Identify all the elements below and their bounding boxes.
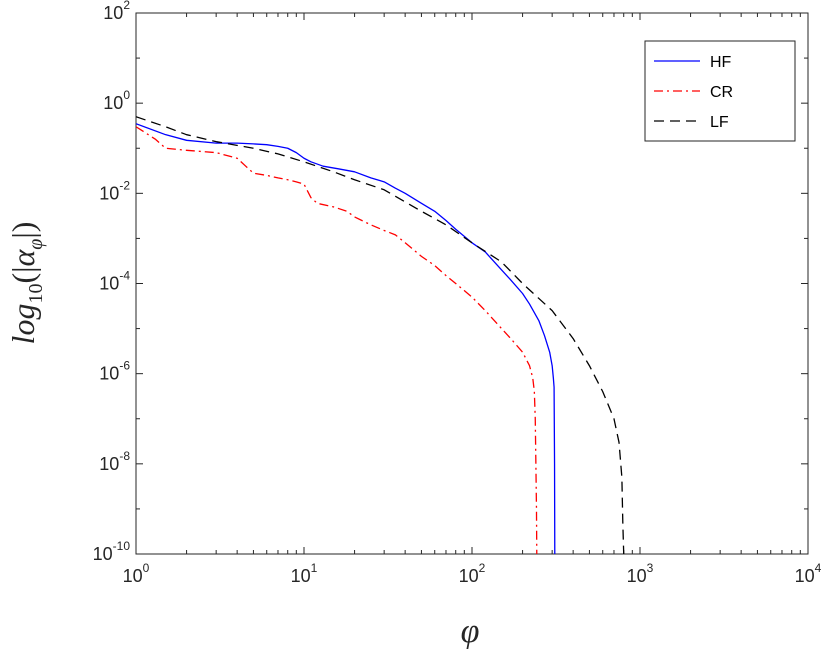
y-tick-label-base: 10 xyxy=(103,93,123,113)
x-tick-label: 102 xyxy=(459,561,486,586)
series-line-cr xyxy=(136,126,538,554)
y-tick-label-base: 10 xyxy=(93,544,113,564)
y-tick-label-base: 10 xyxy=(103,3,123,23)
x-tick-label: 100 xyxy=(123,561,150,586)
x-tick-label-base: 10 xyxy=(123,566,143,586)
y-tick-label-exp: 2 xyxy=(123,0,130,12)
y-tick-label: 10-2 xyxy=(99,178,130,203)
y-tick-label: 10-4 xyxy=(99,269,130,294)
x-tick-label-exp: 3 xyxy=(647,561,654,575)
axis-ticks xyxy=(135,12,809,555)
y-tick-label: 10-8 xyxy=(99,449,130,474)
x-tick-label: 104 xyxy=(795,561,822,586)
legend-label-hf: HF xyxy=(710,54,732,71)
x-tick-label: 101 xyxy=(291,561,318,586)
y-tick-label-base: 10 xyxy=(99,454,119,474)
y-tick-label-exp: -2 xyxy=(119,178,130,192)
y-tick-label-exp: 0 xyxy=(123,88,130,102)
y-axis-label-open: (| xyxy=(5,266,41,283)
y-tick-label: 10-6 xyxy=(99,359,130,384)
y-axis-label-close: |) xyxy=(5,222,41,239)
y-tick-label-exp: -10 xyxy=(113,539,131,553)
series-line-hf xyxy=(136,123,556,554)
x-tick-label-exp: 4 xyxy=(815,561,822,575)
x-tick-labels: 100 101 102 103 104 xyxy=(123,561,822,586)
y-tick-label: 10-10 xyxy=(93,539,131,564)
y-tick-label-exp: -6 xyxy=(119,359,130,373)
x-tick-label-exp: 0 xyxy=(143,561,150,575)
y-axis-label-sub: 10 xyxy=(25,284,47,304)
y-tick-label-base: 10 xyxy=(99,274,119,294)
x-tick-label-base: 10 xyxy=(795,566,815,586)
y-tick-label-exp: -8 xyxy=(119,449,130,463)
legend-label-cr: CR xyxy=(710,84,733,101)
y-tick-label-base: 10 xyxy=(99,183,119,203)
y-axis-label-base: log xyxy=(5,304,41,345)
series-group xyxy=(136,116,625,554)
x-tick-label-base: 10 xyxy=(459,566,479,586)
y-tick-label-base: 10 xyxy=(99,364,119,384)
y-axis-label: log10(|αφ|) xyxy=(5,222,47,345)
series-line-lf xyxy=(136,116,625,554)
y-axis-label-alpha-sub: φ xyxy=(25,239,47,250)
legend-box xyxy=(644,40,796,142)
x-axis-label: φ xyxy=(461,613,480,650)
x-tick-label-base: 10 xyxy=(627,566,647,586)
x-tick-label-base: 10 xyxy=(291,566,311,586)
y-axis-label-alpha: α xyxy=(5,248,41,266)
y-tick-label: 102 xyxy=(103,0,130,23)
x-tick-label: 103 xyxy=(627,561,654,586)
x-tick-label-exp: 1 xyxy=(311,561,318,575)
y-tick-label: 100 xyxy=(103,88,130,113)
legend: HF CR LF xyxy=(644,40,796,142)
y-tick-label-exp: -4 xyxy=(119,269,130,283)
legend-label-lf: LF xyxy=(710,114,729,131)
x-tick-label-exp: 2 xyxy=(479,561,486,575)
